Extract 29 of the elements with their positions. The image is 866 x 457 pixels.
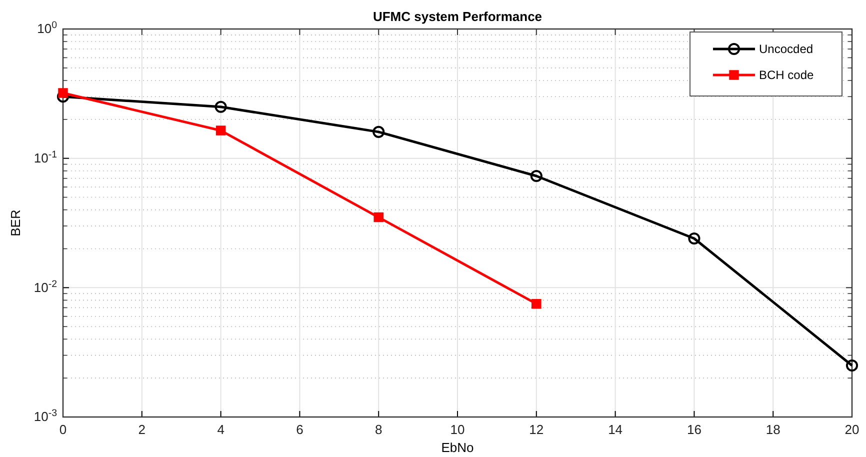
x-tick-label: 12 xyxy=(529,422,544,438)
point xyxy=(58,88,68,98)
point xyxy=(532,298,542,309)
point xyxy=(374,212,384,222)
chart-title: UFMC system Performance xyxy=(372,9,542,24)
x-tick-label: 20 xyxy=(844,422,860,438)
legend-label: Uncocded xyxy=(759,42,814,56)
x-tick-label: 18 xyxy=(766,422,780,438)
point xyxy=(846,359,858,372)
point xyxy=(530,170,542,182)
point xyxy=(372,126,385,138)
legend-label: BCH code xyxy=(759,68,814,82)
y-tick-label: 10$^{0}$ xyxy=(37,20,58,36)
y-tick-label: 10$^{-1}$ xyxy=(34,148,57,166)
x-tick-label: 6 xyxy=(296,422,304,438)
x-tick-label: 4 xyxy=(217,422,224,438)
x-tick-label: 0 xyxy=(59,422,67,438)
y-axis-title: BER xyxy=(8,210,23,236)
x-tick-label: 16 xyxy=(686,422,702,438)
x-tick-label: 14 xyxy=(608,422,623,438)
point xyxy=(214,100,227,113)
y-tick-label: 10$^{-3}$ xyxy=(34,408,57,424)
x-tick-label: 2 xyxy=(138,422,146,438)
point xyxy=(216,126,226,136)
x-tick-label: 10 xyxy=(450,422,465,438)
x-axis-title: EbNo xyxy=(441,440,474,455)
y-tick-label: 10$^{-2}$ xyxy=(34,278,57,295)
x-tick-label: 8 xyxy=(374,422,382,438)
point xyxy=(688,232,700,245)
